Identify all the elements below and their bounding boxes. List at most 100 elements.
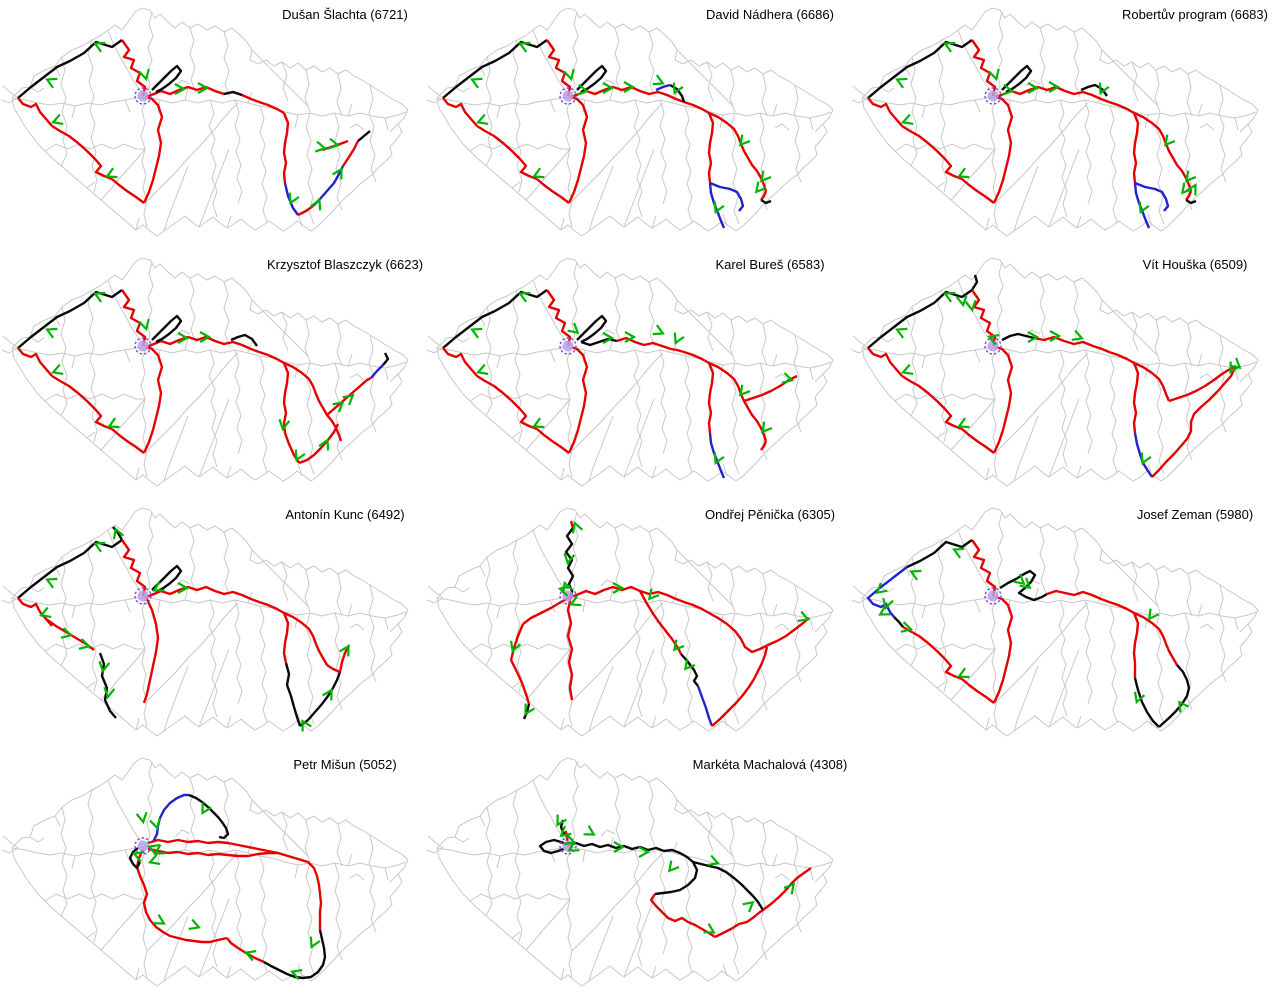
direction-arrow-icon: [278, 418, 291, 432]
route-red: [902, 625, 963, 681]
route-black: [299, 671, 342, 727]
route-red: [649, 893, 716, 938]
route-black: [284, 662, 302, 727]
route-red: [342, 140, 360, 167]
direction-arrow-icon: [342, 393, 355, 406]
route-red: [1046, 589, 1110, 604]
direction-arrow-icon: [652, 74, 665, 86]
route-red: [536, 428, 570, 454]
direction-arrow-icon: [1027, 331, 1040, 343]
route-black: [151, 314, 183, 344]
direction-arrow-icon: [318, 438, 330, 451]
direction-arrow-icon: [524, 703, 535, 716]
direction-arrow-icon: [1178, 700, 1190, 713]
route-red: [297, 205, 314, 217]
route-red: [142, 345, 164, 454]
route-red: [546, 289, 572, 347]
route-red: [509, 623, 525, 661]
direction-arrow-icon: [146, 843, 160, 856]
direction-arrow-icon: [149, 817, 161, 831]
direction-arrow-icon: [147, 853, 161, 866]
route-black: [223, 90, 243, 97]
route-black: [867, 289, 973, 349]
route-red: [569, 520, 575, 529]
direction-arrow-icon: [563, 552, 576, 566]
route-red: [743, 374, 798, 403]
direction-arrow-icon: [1071, 329, 1085, 342]
direction-arrow-icon: [742, 900, 755, 913]
direction-arrow-icon: [38, 606, 52, 619]
direction-arrow-icon: [667, 860, 680, 873]
direction-arrow-icon: [561, 580, 574, 594]
route-red: [282, 612, 290, 664]
route-black: [970, 274, 979, 291]
route-red: [145, 335, 260, 354]
route-blue: [708, 432, 726, 479]
route-red: [1132, 112, 1140, 184]
direction-arrow-icon: [1027, 82, 1040, 94]
map-title: Petr Mišun (5052): [293, 757, 397, 772]
direction-arrow-icon: [339, 644, 350, 657]
map-tile-empty: [850, 750, 1275, 1000]
direction-arrow-icon: [60, 627, 74, 639]
direction-arrow-icon: [135, 811, 148, 825]
route-red: [1132, 612, 1140, 678]
route-red: [961, 428, 995, 454]
route-red: [258, 350, 285, 365]
route-red: [142, 596, 160, 704]
map-tile-ondrej-penicka: Ondřej Pěnička (6305): [425, 500, 850, 750]
direction-arrow-icon: [1148, 608, 1160, 621]
map-tile-antonin-kunc: Antonín Kunc (6492): [0, 500, 425, 750]
direction-arrow-icon: [900, 621, 914, 633]
route-red: [961, 678, 995, 704]
route-black: [1185, 198, 1197, 205]
direction-arrow-icon: [738, 384, 751, 397]
route-red: [707, 362, 715, 434]
direction-arrow-icon: [895, 327, 908, 339]
route-red: [51, 374, 113, 431]
route-red: [282, 112, 290, 184]
route-black: [188, 793, 230, 840]
route-red: [51, 124, 113, 181]
direction-arrow-icon: [1048, 81, 1061, 93]
route-red: [121, 289, 147, 347]
route-red: [708, 111, 768, 192]
start-marker: [134, 587, 152, 605]
direction-arrow-icon: [332, 167, 343, 180]
direction-arrow-icon: [131, 850, 145, 863]
route-black: [999, 569, 1048, 602]
direction-arrow-icon: [45, 77, 58, 89]
route-red: [145, 585, 260, 604]
direction-arrow-icon: [783, 882, 796, 895]
direction-arrow-icon: [470, 77, 483, 89]
map-canvas: [851, 7, 1259, 237]
route-red: [760, 190, 768, 201]
map-title: Vít Houška (6509): [1142, 257, 1248, 272]
route-red: [121, 39, 147, 97]
route-blue: [1133, 182, 1151, 229]
direction-arrow-icon: [197, 82, 210, 94]
map-title: Dušan Šlachta (6721): [282, 7, 408, 22]
route-red: [638, 590, 683, 655]
route-red: [1133, 611, 1179, 666]
route-black: [654, 861, 699, 896]
route-red: [476, 124, 538, 181]
route-red: [338, 644, 351, 673]
direction-arrow-icon: [309, 936, 321, 949]
direction-arrow-icon: [93, 541, 106, 553]
direction-arrow-icon: [613, 841, 626, 853]
direction-arrow-icon: [909, 569, 922, 581]
direction-arrow-icon: [583, 825, 596, 836]
direction-arrow-icon: [1138, 201, 1150, 214]
route-red: [683, 600, 710, 615]
route-red: [762, 867, 812, 911]
direction-arrow-icon: [289, 968, 303, 981]
direction-arrow-icon: [964, 299, 977, 313]
direction-arrow-icon: [1001, 83, 1015, 96]
direction-arrow-icon: [1163, 134, 1176, 147]
route-red: [226, 937, 265, 964]
direction-arrow-icon: [571, 520, 584, 534]
direction-arrow-icon: [567, 841, 580, 852]
route-red: [1108, 350, 1135, 365]
